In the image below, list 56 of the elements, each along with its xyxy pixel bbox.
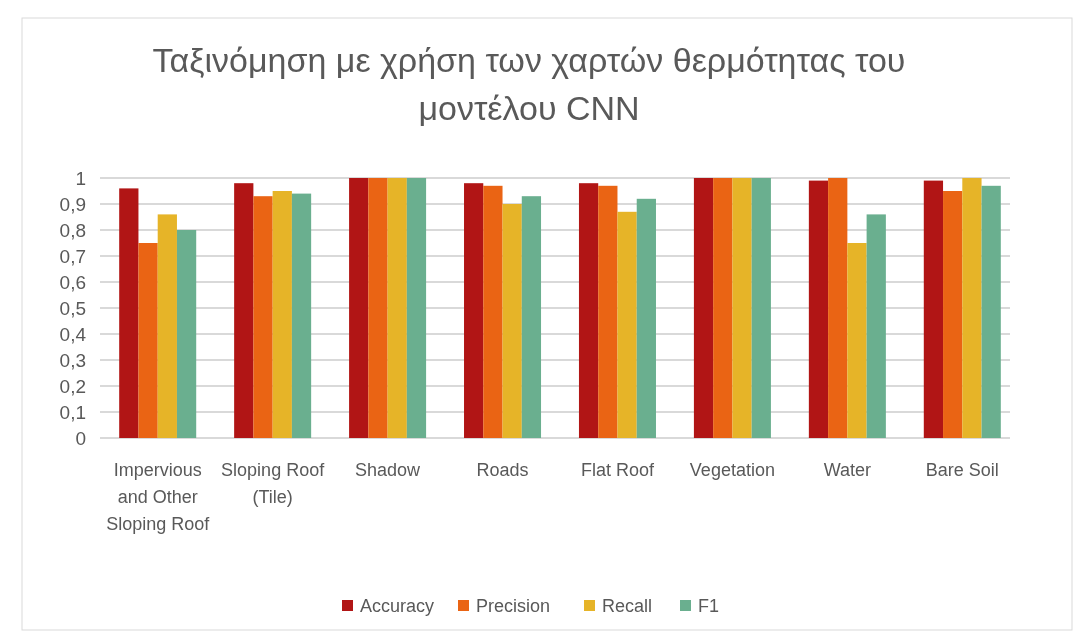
- bar: [866, 214, 886, 438]
- y-tick-label: 0,1: [59, 401, 86, 423]
- bar: [272, 191, 292, 438]
- bar: [349, 178, 369, 438]
- legend-label: Recall: [602, 596, 653, 617]
- bar: [406, 178, 427, 438]
- bar: [598, 185, 618, 438]
- y-tick-label: 0: [75, 427, 86, 449]
- bar: [808, 180, 829, 438]
- y-tick-label: 0,6: [59, 271, 86, 293]
- bar: [751, 178, 771, 438]
- bar: [291, 193, 312, 438]
- bar: [923, 180, 944, 438]
- legend-label: Precision: [476, 596, 551, 617]
- y-tick-label: 0,7: [59, 245, 86, 267]
- y-tick-label: 0,4: [59, 323, 87, 345]
- bar: [732, 178, 752, 438]
- bar: [847, 243, 867, 438]
- y-tick-label: 0,2: [59, 375, 86, 397]
- bar: [176, 230, 197, 438]
- bar: [693, 178, 714, 438]
- bar: [483, 185, 503, 438]
- y-tick-label: 0,5: [59, 297, 86, 319]
- bar: [828, 178, 848, 438]
- bar: [578, 183, 599, 438]
- y-tick-label: 0,8: [59, 219, 86, 241]
- bar: [119, 188, 139, 438]
- x-tick-label: Sloping Roof (Tile): [221, 460, 326, 507]
- x-tick-label: Water: [823, 460, 872, 480]
- bar: [617, 211, 637, 438]
- bar: [157, 214, 177, 438]
- legend-label: F1: [698, 596, 720, 617]
- bar: [368, 178, 388, 438]
- bar: [387, 178, 407, 438]
- bar: [962, 178, 982, 438]
- bar: [253, 196, 273, 438]
- chart-title: Ταξινόμηση με χρήση των χαρτών θερμότητας του μοντέλου CNN: [152, 41, 906, 127]
- bar: [636, 198, 656, 438]
- y-tick-label: 1: [75, 167, 86, 189]
- bar: [138, 243, 158, 438]
- x-tick-label: Vegetation: [689, 460, 775, 480]
- x-tick-label: Roads: [476, 460, 529, 480]
- bar: [464, 183, 484, 438]
- bar: [234, 183, 254, 438]
- x-tick-label: Bare Soil: [925, 460, 999, 480]
- x-tick-label: Flat Roof: [580, 460, 655, 480]
- bar: [521, 196, 542, 438]
- y-tick-label: 0,3: [59, 349, 86, 371]
- bar: [981, 185, 1001, 438]
- y-tick-label: 0,9: [59, 193, 86, 215]
- x-tick-label: Impervious and Other Sloping Roof: [106, 460, 211, 534]
- bar: [713, 178, 733, 438]
- x-tick-label: Shadow: [355, 460, 422, 480]
- legend-label: Accuracy: [360, 596, 435, 617]
- bar: [943, 191, 963, 438]
- bar: [502, 204, 522, 438]
